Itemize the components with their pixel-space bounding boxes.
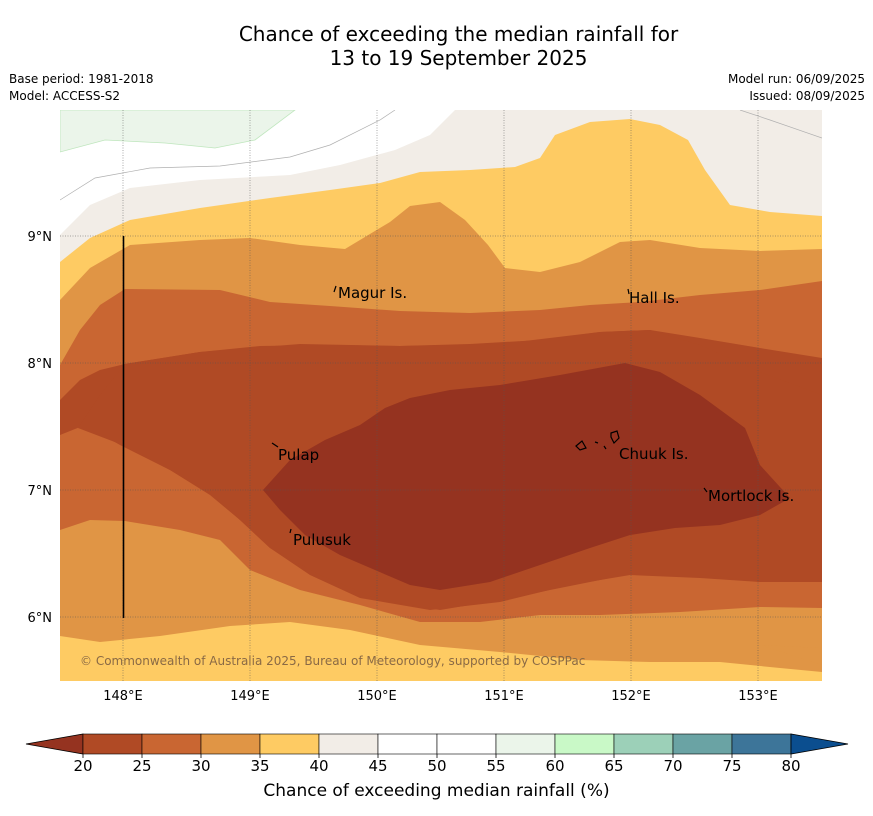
label-pulusuk: Pulusuk xyxy=(293,531,351,549)
colorbar-tick-label: 80 xyxy=(781,757,800,775)
colorbar-swatch-b30_35 xyxy=(200,733,261,755)
label-mortlock: Mortlock Is. xyxy=(708,487,794,505)
lat-label-9: 9°N xyxy=(28,230,53,245)
contour-line xyxy=(739,110,822,139)
colorbar-tick-label: 65 xyxy=(604,757,623,775)
model-run-text: Model run: 06/09/2025 xyxy=(727,72,865,86)
colorbar-swatch-b35_40 xyxy=(259,733,320,755)
grid-lines xyxy=(60,110,822,681)
colorbar-swatch-b25_30 xyxy=(141,733,202,755)
band-under-20 xyxy=(263,363,790,590)
colorbar-over-arrow xyxy=(790,733,849,755)
label-magur: Magur Is. xyxy=(338,284,407,302)
lon-label-151: 151°E xyxy=(484,689,524,700)
issued-text: Issued: 08/09/2025 xyxy=(749,89,865,103)
colorbar-tick-label: 55 xyxy=(486,757,505,775)
contour-lines xyxy=(60,110,822,201)
lat-label-8: 8°N xyxy=(28,357,53,372)
lat-label-7: 7°N xyxy=(28,484,53,499)
band-30-35-se xyxy=(760,645,822,665)
colorbar-tick-label: 20 xyxy=(73,757,92,775)
colorbar-title: Chance of exceeding median rainfall (%) xyxy=(263,781,610,801)
colorbar-tick-label: 70 xyxy=(663,757,682,775)
colorbar-tick-label: 75 xyxy=(722,757,741,775)
colorbar-swatches xyxy=(25,733,849,755)
colorbar-tick-label: 60 xyxy=(545,757,564,775)
island-pulusuk xyxy=(289,528,292,534)
colorbar-swatch-b60_65 xyxy=(554,733,615,755)
colorbar-swatch-b40_45 xyxy=(318,733,379,755)
colorbar-swatch-b50_55 xyxy=(436,733,497,755)
island-mortlock xyxy=(703,487,708,493)
rainfall-map: Magur Is. Hall Is. Pulap Chuuk Is. Mortl… xyxy=(28,110,822,700)
meta-left: Base period: 1981-2018 Model: ACCESS-S2 xyxy=(9,71,154,105)
copyright-text: © Commonwealth of Australia 2025, Bureau… xyxy=(80,654,585,668)
colorbar-swatch-b65_70 xyxy=(613,733,674,755)
island-markers xyxy=(271,285,708,534)
chart-title: Chance of exceeding the median rainfall … xyxy=(0,22,873,70)
label-pulap: Pulap xyxy=(278,446,319,464)
model-text: Model: ACCESS-S2 xyxy=(9,89,121,103)
colorbar-ticks: 20 25 30 35 40 45 50 55 60 65 70 75 80 xyxy=(73,754,801,775)
title-line-1: Chance of exceeding the median rainfall … xyxy=(238,22,679,46)
lon-label-149: 149°E xyxy=(230,689,270,700)
colorbar-swatch-b75_80 xyxy=(731,733,792,755)
contour-line xyxy=(60,110,396,201)
colorbar-tick-label: 40 xyxy=(309,757,328,775)
colorbar-tick-label: 45 xyxy=(368,757,387,775)
colorbar-under-arrow xyxy=(25,733,84,755)
colorbar-swatch-b55_60 xyxy=(495,733,556,755)
colorbar: 20 25 30 35 40 45 50 55 60 65 70 75 80 xyxy=(25,733,849,775)
label-chuuk: Chuuk Is. xyxy=(619,445,688,463)
island-chuuk xyxy=(575,430,620,451)
band-55-60 xyxy=(60,110,296,153)
lat-label-6: 6°N xyxy=(28,611,53,626)
map-fill-layer xyxy=(60,110,822,681)
base-period-text: Base period: 1981-2018 xyxy=(9,72,154,86)
colorbar-tick-label: 30 xyxy=(191,757,210,775)
title-line-2: 13 to 19 September 2025 xyxy=(329,46,588,70)
colorbar-swatch-b20_25 xyxy=(82,733,143,755)
lon-label-150: 150°E xyxy=(357,689,397,700)
lon-label-153: 153°E xyxy=(738,689,778,700)
meta-right: Model run: 06/09/2025 Issued: 08/09/2025 xyxy=(728,71,865,105)
colorbar-tick-label: 35 xyxy=(250,757,269,775)
island-hall xyxy=(627,288,630,295)
colorbar-tick-label: 50 xyxy=(427,757,446,775)
colorbar-swatch-b45_50 xyxy=(377,733,438,755)
colorbar-tick-label: 25 xyxy=(132,757,151,775)
lon-label-148: 148°E xyxy=(103,689,143,700)
band-35-40-south xyxy=(60,622,822,681)
lon-label-152: 152°E xyxy=(611,689,651,700)
island-pulap xyxy=(271,442,279,448)
colorbar-swatch-b70_75 xyxy=(672,733,733,755)
island-magur xyxy=(333,285,337,293)
label-hall: Hall Is. xyxy=(629,289,680,307)
